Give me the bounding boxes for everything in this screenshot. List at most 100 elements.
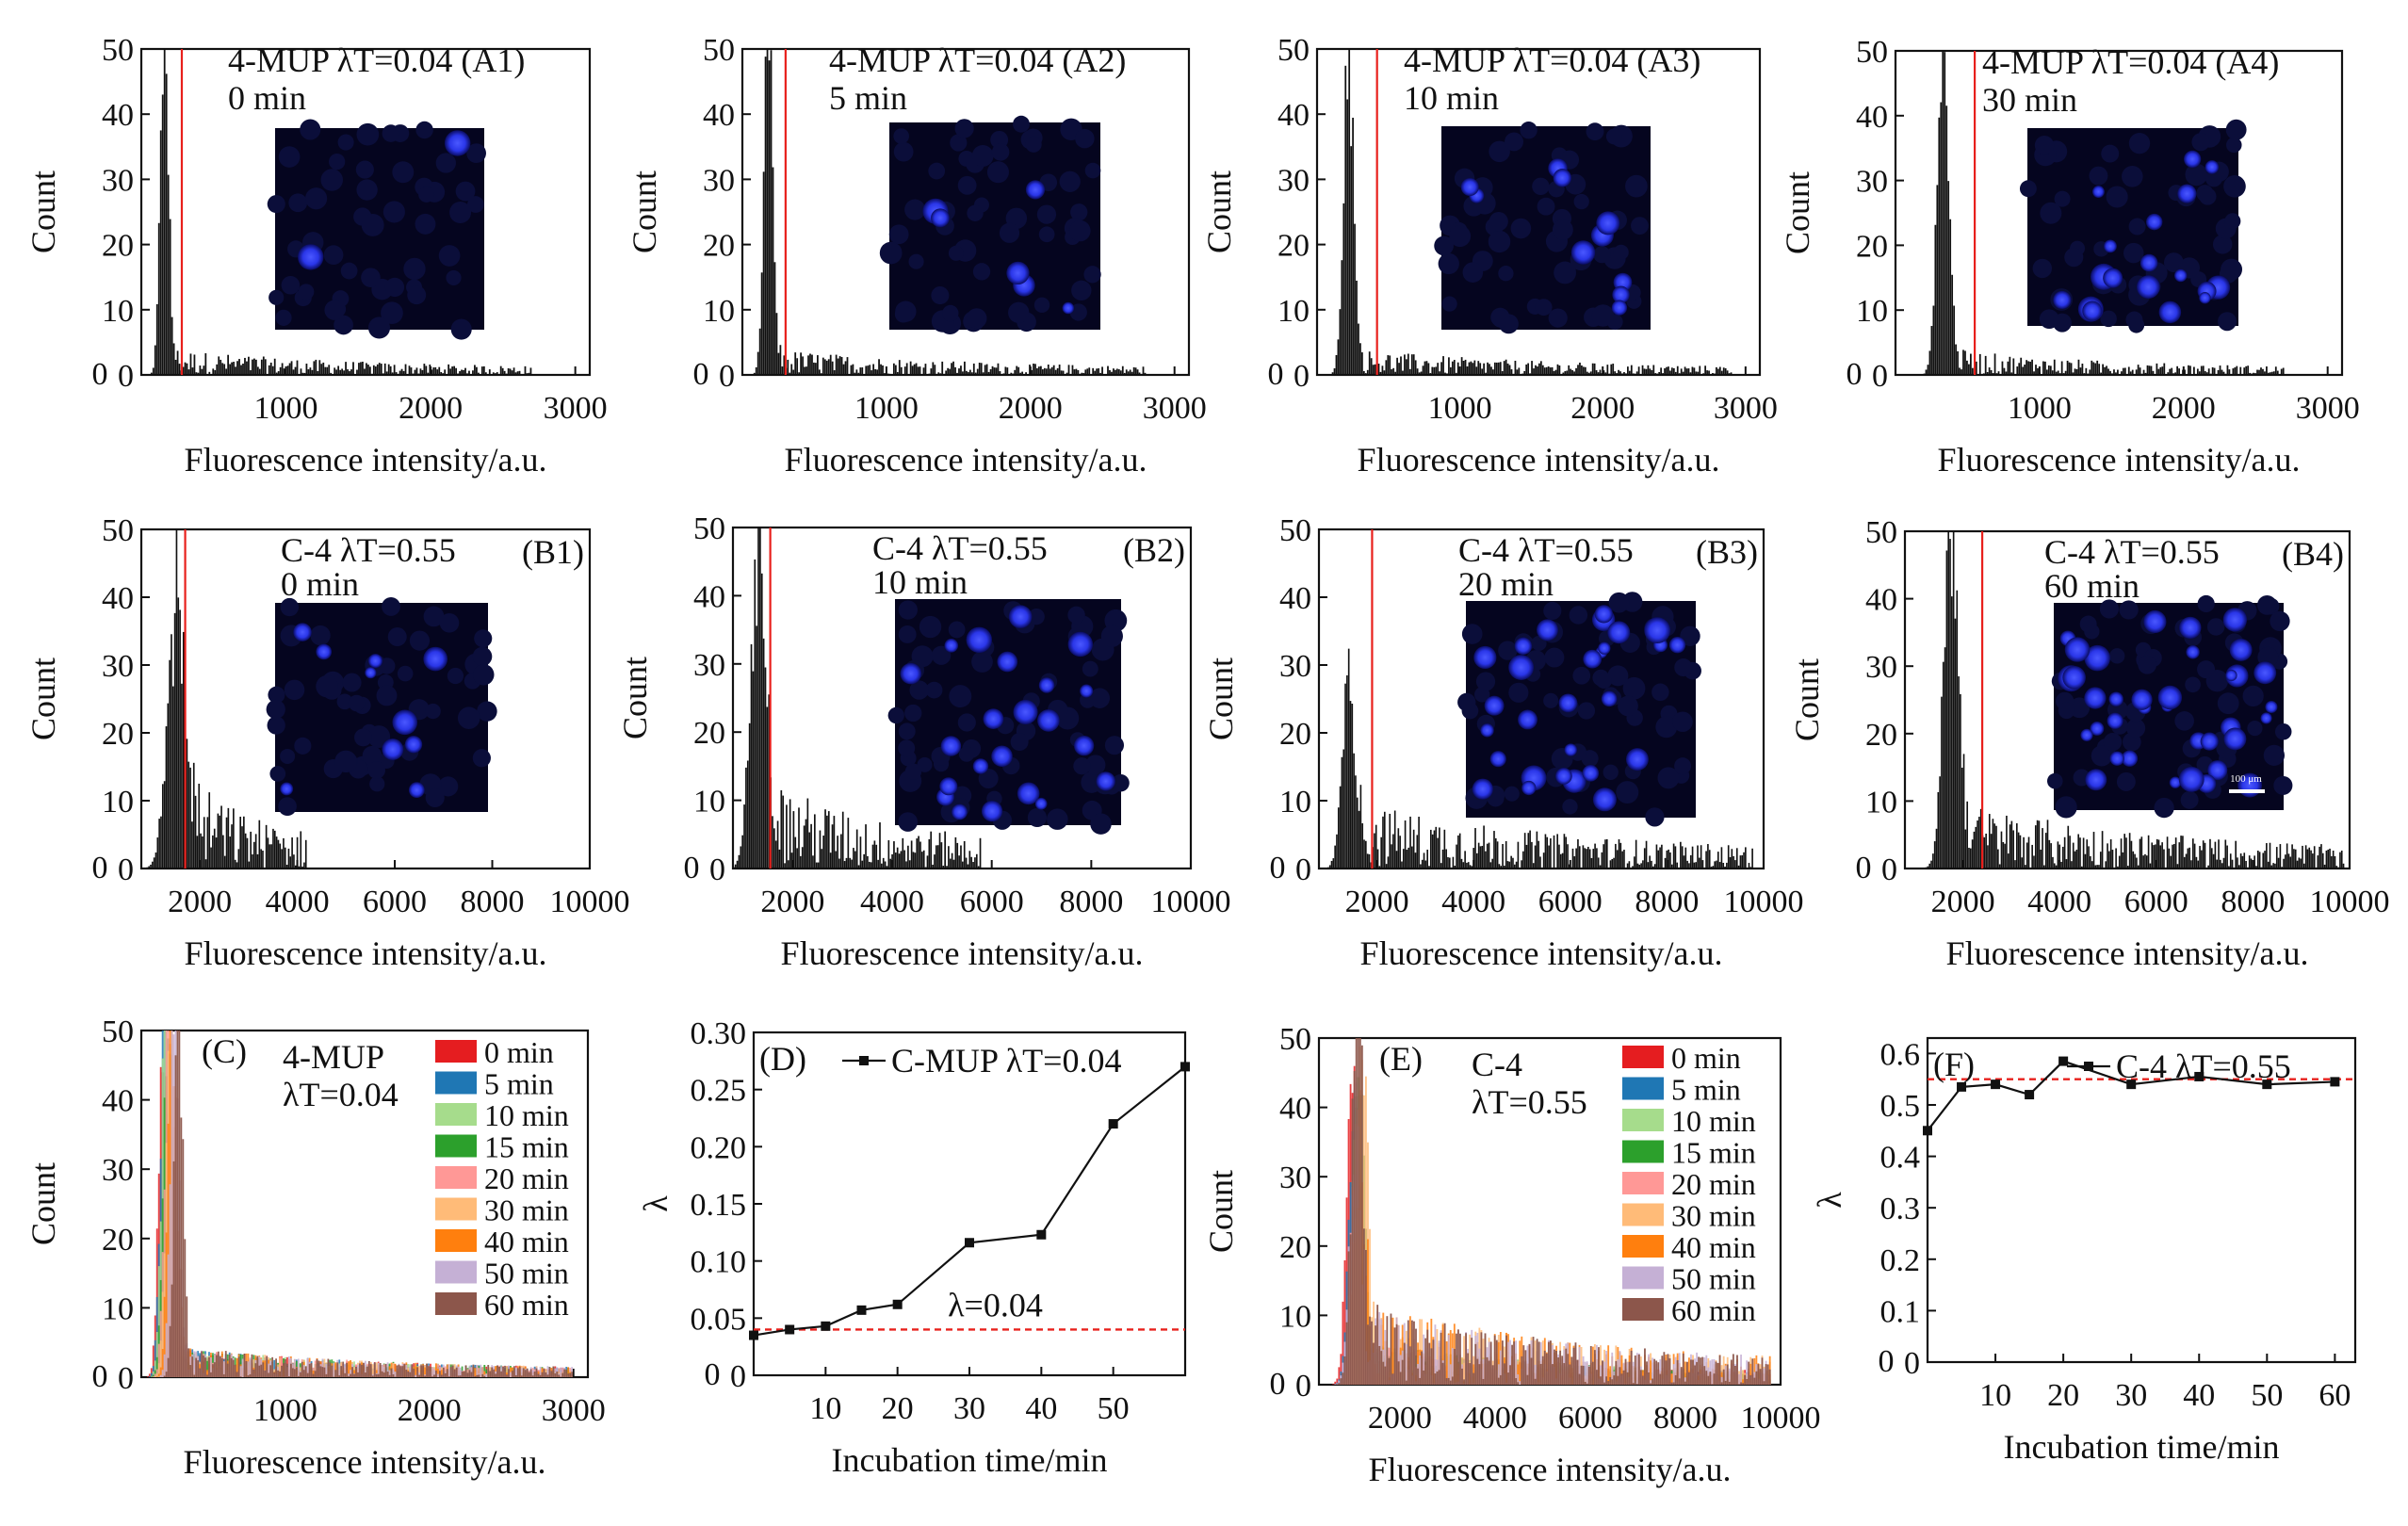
histogram-bar: [1038, 366, 1040, 375]
histogram-bar: [1514, 360, 1517, 375]
histogram-bar: [236, 1372, 238, 1377]
histogram-bar: [1477, 361, 1480, 375]
droplet-dim: [2174, 711, 2194, 731]
histogram-bar: [189, 1365, 192, 1377]
histogram-bar: [373, 1362, 376, 1377]
droplet-bright: [1668, 637, 1686, 654]
droplet-dim: [2089, 166, 2108, 186]
histogram-bar: [2283, 858, 2285, 869]
histogram-bar: [1983, 836, 1986, 869]
histogram-bar: [273, 1372, 276, 1377]
histogram-bar: [1558, 844, 1560, 869]
histogram-bar: [154, 1376, 156, 1377]
histogram-bar: [1408, 368, 1411, 375]
histogram-bar: [2045, 369, 2048, 375]
histogram-bar: [1930, 860, 1932, 869]
histogram-bar: [1586, 371, 1588, 375]
histogram-bar: [206, 1374, 208, 1377]
y-tick-label: 0: [1295, 852, 1311, 887]
histogram-bar: [556, 1372, 559, 1377]
histogram-bar: [2115, 848, 2117, 869]
droplet-dim: [2052, 313, 2072, 333]
histogram-bar: [352, 362, 354, 375]
histogram-bar: [1962, 754, 1965, 869]
histogram-bar: [2109, 370, 2111, 375]
histogram-bar: [2277, 857, 2280, 869]
histogram-bar: [437, 1373, 439, 1377]
histogram-bar: [163, 1296, 166, 1377]
histogram-bar: [312, 1370, 315, 1377]
histogram-bar: [520, 1375, 523, 1377]
histogram-bar: [2072, 372, 2074, 375]
histogram-bar: [506, 1374, 508, 1377]
droplet-dim: [1625, 174, 1648, 198]
histogram-bar: [1982, 373, 1985, 375]
histogram-bar: [237, 849, 240, 869]
histogram-bar: [350, 1360, 351, 1377]
histogram-bar: [2300, 858, 2302, 869]
droplet-dim: [2217, 692, 2239, 715]
histogram-bar: [176, 1031, 179, 1377]
histogram-bar: [1069, 374, 1072, 375]
y-tick-label: 20: [102, 717, 134, 752]
histogram-bar: [1661, 844, 1663, 869]
histogram-bar: [1559, 853, 1562, 869]
droplet-bright: [2103, 268, 2123, 288]
droplet-dim: [300, 119, 321, 140]
histogram-bar: [167, 1254, 170, 1377]
panel-subtitle: 30 min: [1982, 81, 2077, 119]
histogram-bar: [489, 1371, 492, 1377]
histogram-bar: [1712, 373, 1714, 375]
histogram-bar: [1668, 849, 1669, 869]
histogram-bar: [1997, 849, 1999, 869]
histogram-bar: [431, 1376, 433, 1377]
histogram-bar: [1701, 860, 1704, 869]
histogram-bar: [2270, 865, 2273, 869]
histogram-bar: [1086, 368, 1089, 375]
histogram-bar: [1460, 858, 1463, 869]
histogram-bar: [256, 853, 259, 869]
droplet-dim: [898, 625, 917, 643]
histogram-bar: [156, 837, 159, 869]
histogram-bar: [1410, 354, 1413, 375]
histogram-bar: [165, 73, 168, 375]
histogram-bar: [423, 364, 426, 375]
droplet-dim: [957, 713, 976, 732]
histogram-bar: [366, 1366, 368, 1377]
histogram-bar: [2224, 839, 2227, 869]
histogram-bar: [2108, 851, 2110, 869]
histogram-bar: [1435, 826, 1438, 869]
droplet-bright: [2084, 644, 2110, 672]
histogram-bar: [801, 847, 804, 869]
histogram-bar: [416, 1367, 419, 1377]
histogram-bar: [879, 822, 881, 869]
droplet-dim: [1067, 606, 1085, 625]
droplet-dim: [382, 201, 405, 223]
droplet-dim: [1082, 660, 1098, 677]
histogram-bar: [1450, 366, 1452, 375]
droplet-dim: [1631, 217, 1649, 235]
histogram-bar: [457, 1366, 460, 1377]
histogram-bar: [1144, 372, 1147, 375]
histogram-bar: [2132, 851, 2135, 869]
droplet-dim: [1104, 736, 1125, 755]
histogram-bar: [2057, 841, 2059, 869]
droplet-bright: [983, 708, 1004, 730]
droplet-dim: [991, 143, 1010, 161]
droplet-dim: [1505, 132, 1523, 152]
histogram-bar: [238, 359, 240, 375]
histogram-bar: [1049, 368, 1051, 375]
droplet-dim: [392, 161, 415, 184]
histogram-bar: [148, 866, 150, 869]
droplet-bright: [2121, 750, 2139, 767]
histogram-bar: [2262, 852, 2265, 869]
histogram-bar: [506, 1366, 508, 1377]
histogram-bar: [493, 1369, 496, 1377]
histogram-bar: [371, 1364, 374, 1377]
histogram-bar: [300, 831, 302, 869]
histogram-bar: [427, 372, 430, 375]
droplet-bright: [2186, 645, 2200, 659]
histogram-bar: [1577, 365, 1579, 375]
histogram-bar: [900, 366, 903, 375]
droplet-dim: [2273, 775, 2293, 795]
